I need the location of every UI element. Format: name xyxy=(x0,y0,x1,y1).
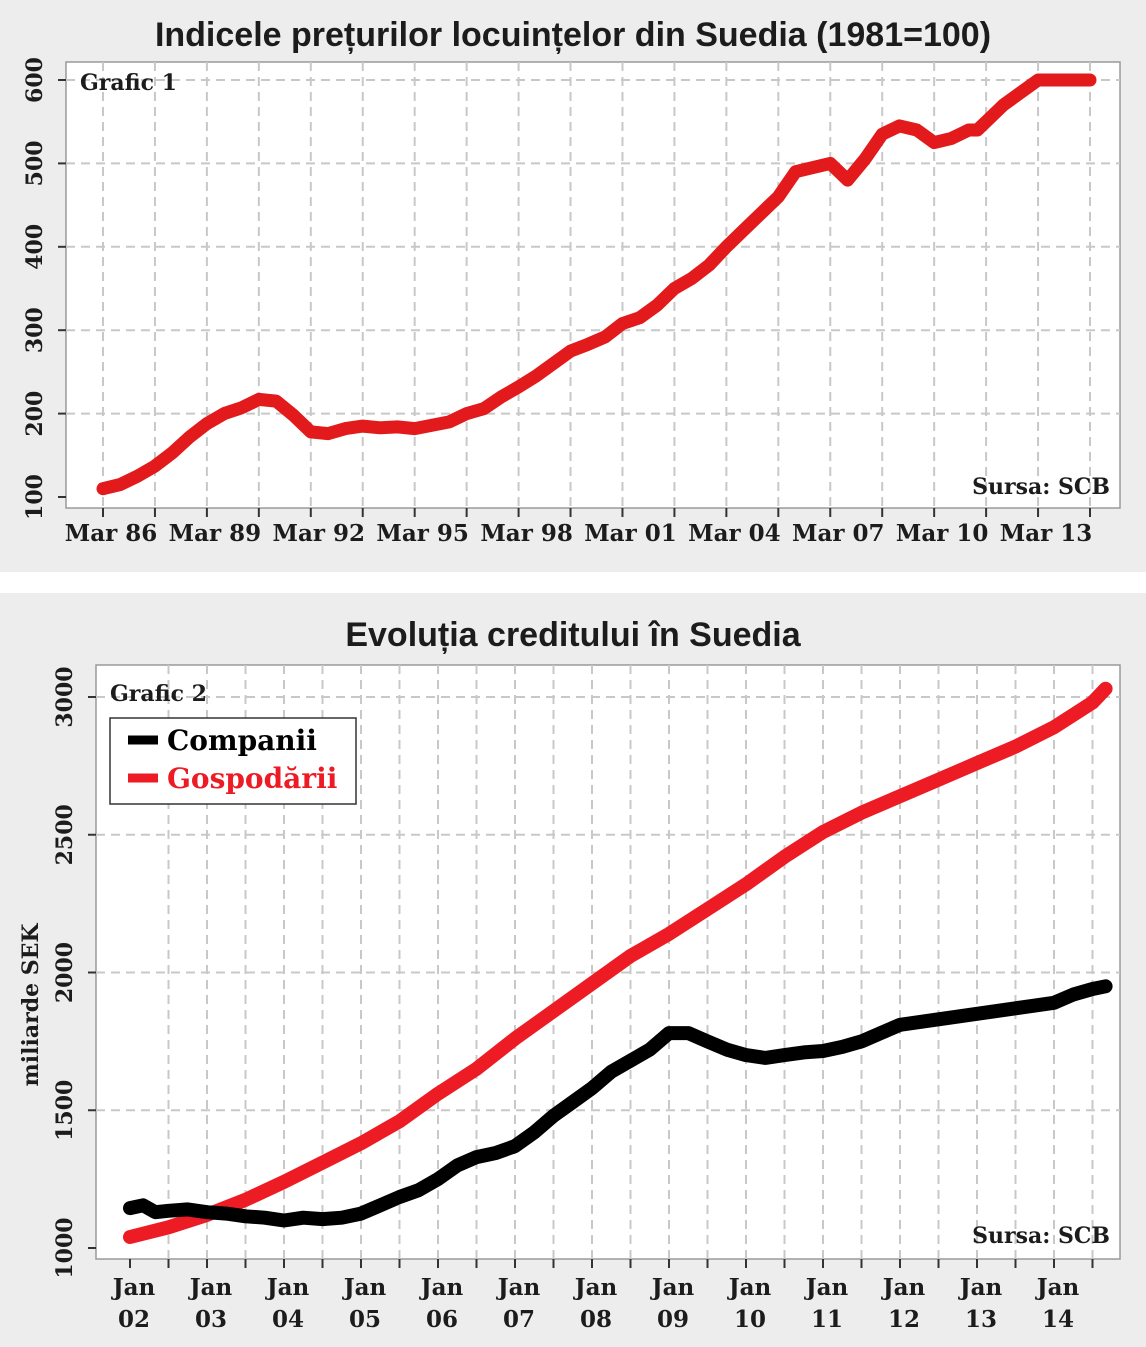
x-tick-label-year: 03 xyxy=(195,1306,227,1333)
y-tick-label: 300 xyxy=(22,307,48,353)
x-tick-label: Mar 10 xyxy=(896,520,989,547)
x-tick-label: Mar 89 xyxy=(169,520,262,547)
source-label: Sursa: SCB xyxy=(972,1223,1110,1249)
x-tick-label-month: Jan xyxy=(342,1274,387,1301)
y-tick-label: 400 xyxy=(22,224,48,270)
y-tick-label: 3000 xyxy=(52,666,78,727)
x-tick-label-year: 11 xyxy=(811,1306,843,1333)
legend-entry: Companii xyxy=(167,724,317,757)
x-tick-label: Mar 95 xyxy=(376,520,469,547)
y-tick-label: 2500 xyxy=(52,804,78,865)
x-tick-label: Mar 07 xyxy=(792,520,885,547)
y-tick-label: 1000 xyxy=(52,1217,78,1278)
x-tick-label: Mar 98 xyxy=(480,520,573,547)
x-tick-label-month: Jan xyxy=(1035,1274,1080,1301)
x-tick-label-year: 06 xyxy=(426,1306,458,1333)
panel-label: Grafic 1 xyxy=(80,70,177,96)
x-tick-label-year: 04 xyxy=(272,1306,304,1333)
source-label: Sursa: SCB xyxy=(972,474,1110,500)
legend: Companii Gospodării xyxy=(109,717,357,805)
x-tick-label-year: 02 xyxy=(118,1306,150,1333)
x-tick-label: Mar 04 xyxy=(688,520,781,547)
x-tick-label-year: 10 xyxy=(734,1306,766,1333)
series-line-companii xyxy=(123,979,1113,1228)
x-tick-label: Mar 92 xyxy=(273,520,366,547)
credit-evolution-chart: Evoluția creditului în Suedia 1000 1500 20… xyxy=(0,593,1146,1347)
chart-title: Evoluția creditului în Suedia xyxy=(345,616,801,654)
x-tick-label: Mar 01 xyxy=(584,520,677,547)
x-tick-label: Mar 86 xyxy=(65,520,158,547)
x-tick-label-month: Jan xyxy=(804,1274,849,1301)
x-tick-label-month: Jan xyxy=(650,1274,695,1301)
x-tick-label: Mar 13 xyxy=(1000,520,1093,547)
y-tick-label: 500 xyxy=(22,140,48,186)
panel-label: Grafic 2 xyxy=(110,681,207,707)
series-line-house-price-index xyxy=(96,73,1097,496)
x-tick-label-month: Jan xyxy=(727,1274,772,1301)
y-tick-label: 200 xyxy=(22,391,48,437)
x-tick-label-month: Jan xyxy=(573,1274,618,1301)
x-tick-label-month: Jan xyxy=(419,1274,464,1301)
y-tick-label: 2000 xyxy=(52,942,78,1003)
x-tick-label-year: 05 xyxy=(349,1306,381,1333)
x-tick-label-month: Jan xyxy=(881,1274,926,1301)
x-tick-label-month: Jan xyxy=(958,1274,1003,1301)
x-tick-label-month: Jan xyxy=(188,1274,233,1301)
legend-entry: Gospodării xyxy=(167,762,337,795)
y-axis-title: miliarde SEK xyxy=(18,923,44,1087)
x-tick-label-year: 07 xyxy=(503,1306,535,1333)
house-price-chart: Indicele prețurilor locuințelor din Sued… xyxy=(0,0,1146,572)
x-tick-label-month: Jan xyxy=(265,1274,310,1301)
x-tick-label-year: 08 xyxy=(580,1306,612,1333)
y-tick-label: 100 xyxy=(22,474,48,520)
chart-panel-2: Evoluția creditului în Suedia 1000 1500 20… xyxy=(0,593,1146,1347)
y-tick-label: 600 xyxy=(22,57,48,103)
x-tick-label-month: Jan xyxy=(111,1274,156,1301)
series-line-gospodarii xyxy=(123,681,1113,1244)
x-tick-label-month: Jan xyxy=(496,1274,541,1301)
chart-title: Indicele prețurilor locuințelor din Sued… xyxy=(155,16,991,54)
x-tick-label-year: 14 xyxy=(1042,1306,1074,1333)
x-tick-label-year: 09 xyxy=(657,1306,689,1333)
chart-panel-1: Indicele prețurilor locuințelor din Sued… xyxy=(0,0,1146,572)
x-tick-label-year: 12 xyxy=(888,1306,920,1333)
y-tick-label: 1500 xyxy=(52,1080,78,1141)
legend-box xyxy=(109,717,357,805)
x-tick-label-year: 13 xyxy=(965,1306,997,1333)
